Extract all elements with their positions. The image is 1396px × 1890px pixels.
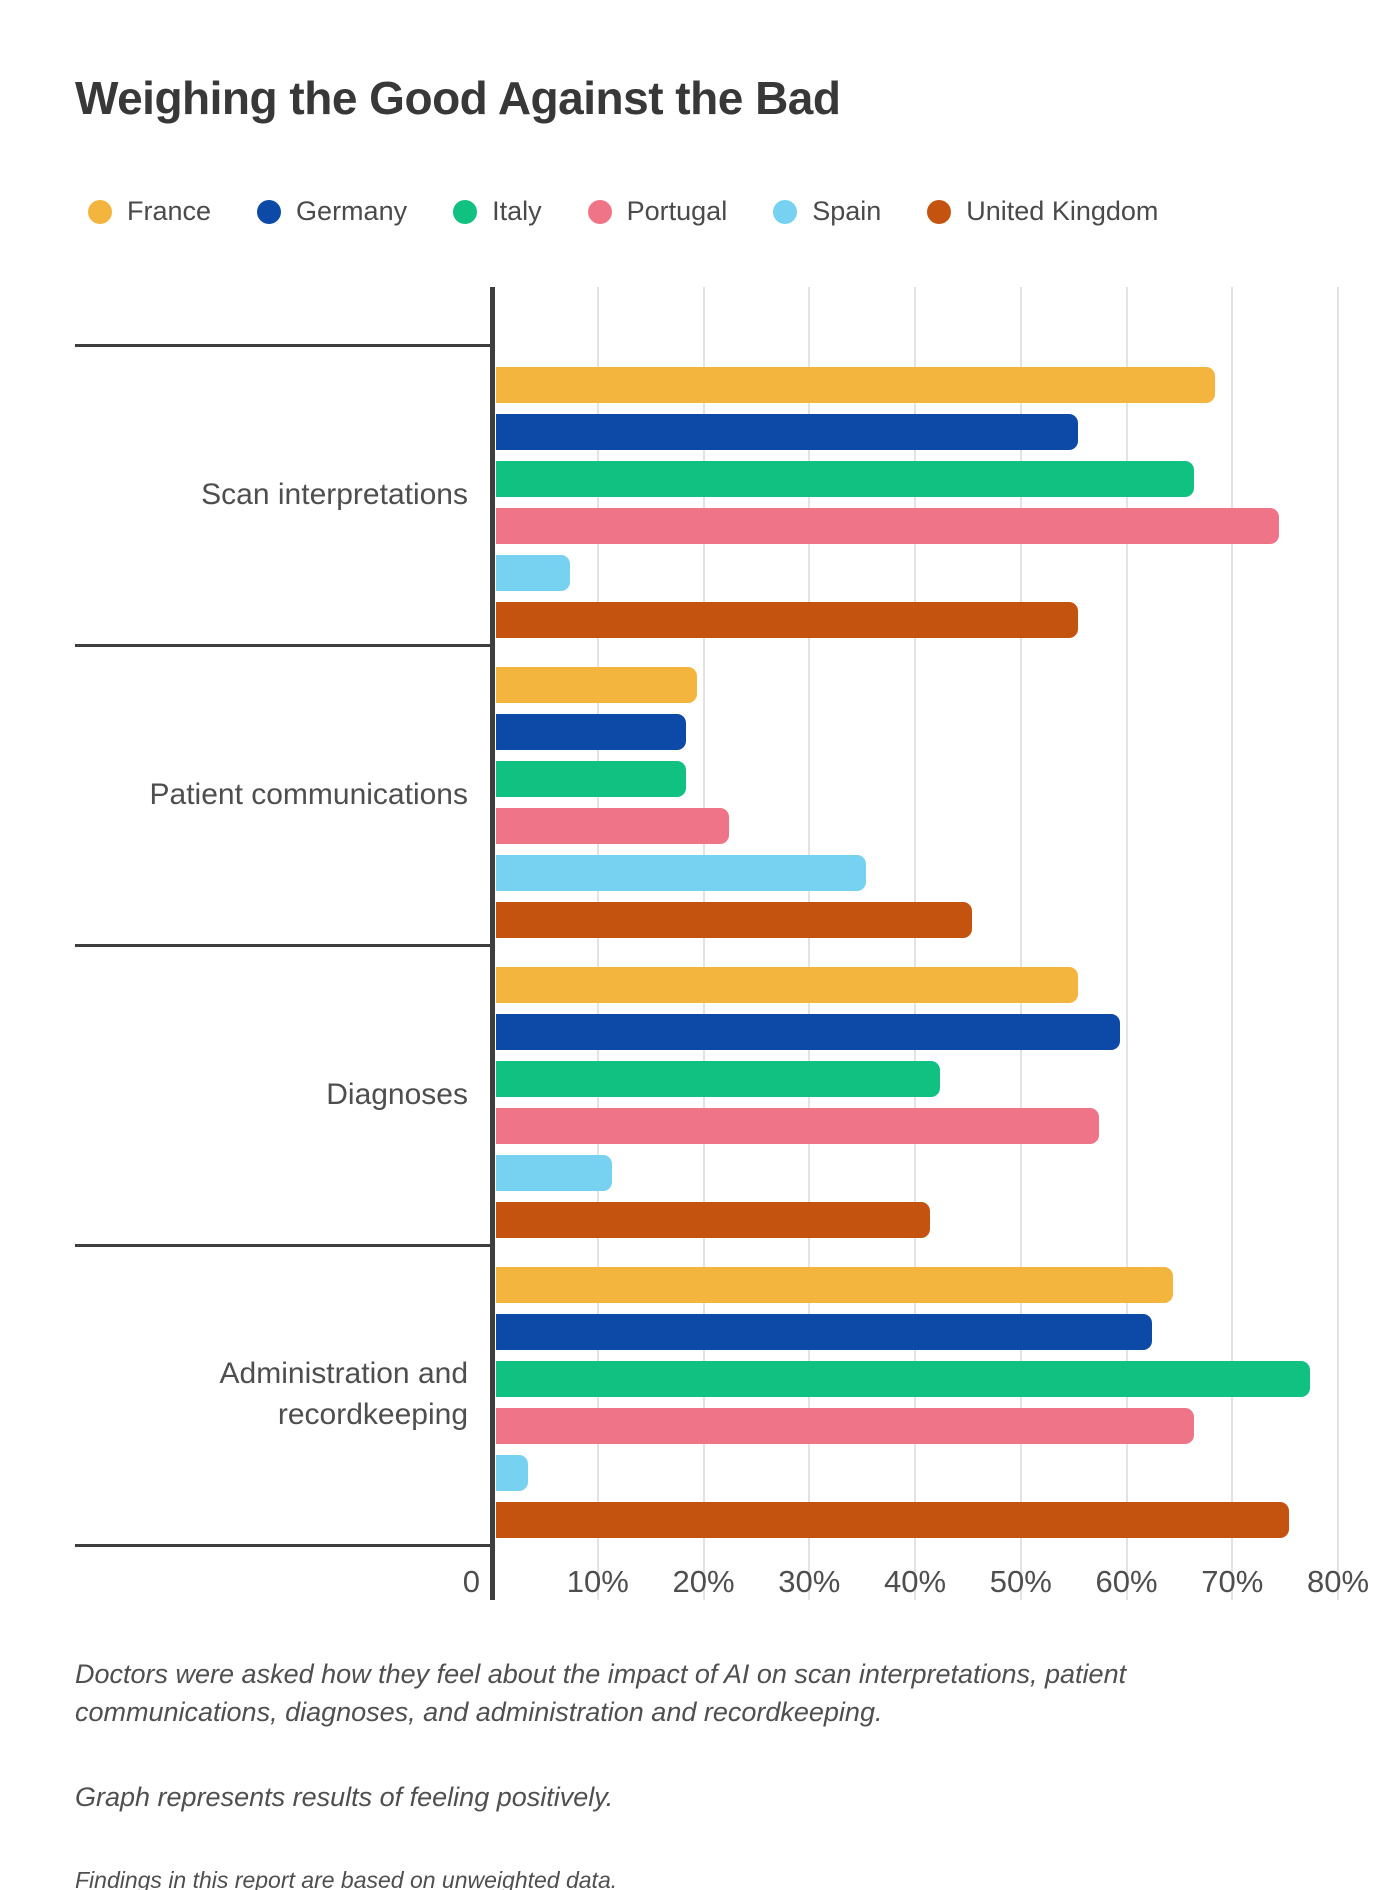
gridline-10% bbox=[596, 286, 599, 1600]
bar-germany-patient-communications bbox=[496, 713, 687, 750]
gridline-70% bbox=[1231, 286, 1234, 1600]
category-group-administration-and-recordkeeping: Administration and recordkeeping bbox=[75, 1245, 1396, 1545]
bar-united-kingdom-patient-communications bbox=[496, 901, 972, 938]
bar-united-kingdom-diagnoses bbox=[496, 1201, 930, 1238]
portugal-swatch-icon bbox=[587, 199, 612, 224]
legend-item-portugal: Portugal bbox=[587, 196, 728, 227]
france-swatch-icon bbox=[88, 199, 112, 224]
category-label-diagnoses: Diagnoses bbox=[326, 1077, 468, 1111]
x-tick-label-40%: 40% bbox=[883, 1563, 947, 1599]
x-tick-label-30%: 30% bbox=[778, 1563, 841, 1599]
bar-france-administration-and-recordkeeping bbox=[496, 1266, 1173, 1303]
bar-italy-administration-and-recordkeeping bbox=[496, 1360, 1311, 1397]
footnote-survey-question: Doctors were asked how they feel about t… bbox=[75, 1658, 1127, 1728]
bar-italy-diagnoses bbox=[496, 1060, 941, 1097]
gridline-60% bbox=[1125, 286, 1128, 1600]
legend-label-united-kingdom: United Kingdom bbox=[966, 196, 1159, 227]
y-axis-line bbox=[490, 286, 495, 1600]
category-separator bbox=[75, 1543, 492, 1547]
x-tick-label-20%: 20% bbox=[672, 1563, 735, 1599]
bar-france-patient-communications bbox=[496, 666, 697, 703]
x-tick-label-0: 0 bbox=[462, 1563, 480, 1599]
gridline-30% bbox=[808, 286, 811, 1600]
category-label-scan-interpretations: Scan interpretations bbox=[201, 477, 468, 511]
gridline-80% bbox=[1337, 286, 1339, 1600]
footnote-graph-note: Graph represents results of feeling posi… bbox=[75, 1781, 614, 1812]
legend-item-spain: Spain bbox=[773, 196, 881, 227]
united-kingdom-swatch-icon bbox=[927, 199, 952, 224]
legend-item-germany: Germany bbox=[257, 196, 407, 227]
category-separator bbox=[75, 1243, 492, 1247]
category-separator bbox=[75, 643, 492, 647]
bar-chart: Scan interpretations Patient communicatio… bbox=[75, 286, 1396, 1600]
germany-swatch-icon bbox=[257, 199, 282, 224]
bar-germany-scan-interpretations bbox=[496, 413, 1078, 450]
gridline-20% bbox=[702, 286, 705, 1600]
footnote-data-note: Findings in this report are based on unw… bbox=[75, 1866, 618, 1890]
legend-label-france: France bbox=[127, 196, 212, 227]
legend-item-united-kingdom: United Kingdom bbox=[927, 196, 1158, 227]
bar-united-kingdom-scan-interpretations bbox=[496, 601, 1078, 638]
bar-portugal-administration-and-recordkeeping bbox=[496, 1407, 1194, 1444]
spain-swatch-icon bbox=[773, 199, 798, 224]
bar-united-kingdom-administration-and-recordkeeping bbox=[496, 1501, 1290, 1538]
category-label-patient-communications: Patient communications bbox=[149, 777, 469, 811]
category-group-scan-interpretations: Scan interpretations bbox=[75, 345, 1396, 645]
bar-spain-scan-interpretations bbox=[496, 554, 571, 591]
category-separator bbox=[75, 943, 492, 947]
x-tick-label-80%: 80% bbox=[1306, 1563, 1370, 1599]
bar-portugal-patient-communications bbox=[496, 807, 729, 844]
bar-spain-diagnoses bbox=[496, 1154, 613, 1191]
bar-portugal-diagnoses bbox=[496, 1107, 1099, 1144]
bar-italy-patient-communications bbox=[496, 760, 687, 797]
category-group-diagnoses: Diagnoses bbox=[75, 945, 1396, 1245]
category-separator bbox=[75, 343, 492, 347]
legend-label-germany: Germany bbox=[296, 196, 408, 227]
x-tick-label-60%: 60% bbox=[1095, 1563, 1158, 1599]
x-tick-label-50%: 50% bbox=[989, 1563, 1052, 1599]
legend-label-italy: Italy bbox=[492, 196, 542, 227]
gridline-50% bbox=[1019, 286, 1022, 1600]
x-tick-label-10%: 10% bbox=[566, 1563, 629, 1599]
legend-label-spain: Spain bbox=[812, 196, 882, 227]
category-group-patient-communications: Patient communications bbox=[75, 645, 1396, 945]
legend-item-france: France bbox=[88, 196, 211, 227]
bar-spain-administration-and-recordkeeping bbox=[496, 1454, 528, 1491]
x-tick-label-70%: 70% bbox=[1201, 1563, 1264, 1599]
bar-germany-diagnoses bbox=[496, 1013, 1120, 1050]
bar-spain-patient-communications bbox=[496, 854, 867, 891]
bar-italy-scan-interpretations bbox=[496, 460, 1194, 497]
bar-france-scan-interpretations bbox=[496, 366, 1216, 403]
bar-germany-administration-and-recordkeeping bbox=[496, 1313, 1152, 1350]
category-label-administration-and-recordkeeping: Administration and recordkeeping bbox=[219, 1357, 468, 1431]
legend-item-italy: Italy bbox=[453, 196, 542, 227]
legend: France Germany Italy Portugal Spain United Ki… bbox=[88, 196, 1396, 227]
gridline-40% bbox=[914, 286, 916, 1600]
page-title: Weighing the Good Against the Bad bbox=[75, 72, 841, 124]
bar-france-diagnoses bbox=[496, 966, 1078, 1003]
bar-portugal-scan-interpretations bbox=[496, 507, 1279, 544]
footnotes: Doctors were asked how they feel about t… bbox=[75, 1655, 1265, 1890]
italy-swatch-icon bbox=[453, 199, 478, 224]
legend-label-portugal: Portugal bbox=[626, 196, 728, 227]
